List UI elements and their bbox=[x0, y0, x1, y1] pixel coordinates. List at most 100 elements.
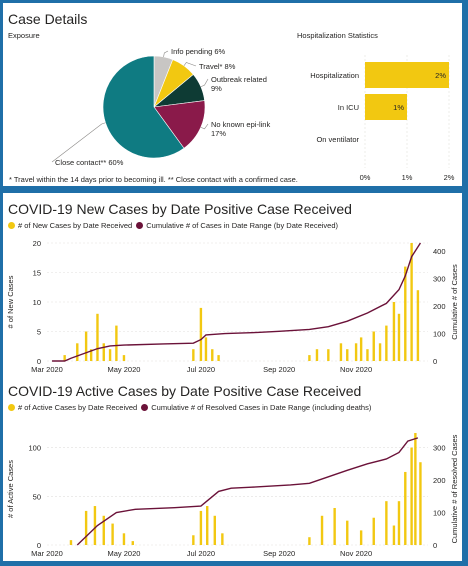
y-axis-tick: 5 bbox=[37, 328, 41, 337]
pie-slice-label: No known epi-link bbox=[211, 120, 270, 129]
y-axis-tick: 50 bbox=[33, 492, 41, 501]
hbar-category-label: In ICU bbox=[338, 103, 359, 112]
bar-mark bbox=[354, 343, 358, 361]
y-axis-tick: 20 bbox=[33, 239, 41, 248]
y2-axis-tick: 200 bbox=[433, 476, 446, 485]
bar-mark bbox=[204, 337, 208, 361]
y2-axis-tick: 100 bbox=[433, 509, 446, 518]
legend-resolved-cases-label: Cumulative # of Resolved Cases in Date R… bbox=[151, 403, 372, 412]
bar-mark bbox=[213, 515, 216, 545]
pie-slice-close-contact bbox=[102, 55, 185, 159]
bar-mark bbox=[217, 355, 220, 361]
pie-slice-label: Info pending 6% bbox=[171, 47, 226, 56]
bar-mark bbox=[308, 355, 311, 361]
x-axis-tick: Sep 2020 bbox=[263, 549, 295, 558]
new-cases-legend: # of New Cases by Date Received Cumulati… bbox=[8, 221, 338, 230]
x-axis-tick: Jul 2020 bbox=[187, 365, 215, 374]
hbar-x-tick: 2% bbox=[444, 173, 455, 182]
bar-mark bbox=[372, 331, 375, 361]
active-cases-chart-title: COVID-19 Active Cases by Date Positive C… bbox=[8, 383, 362, 399]
x-axis-tick: Mar 2020 bbox=[31, 365, 63, 374]
bar-mark bbox=[115, 325, 118, 361]
active-cases-legend: # of Active Cases by Date Received Cumul… bbox=[8, 403, 371, 412]
bar-mark bbox=[419, 462, 422, 545]
bar-mark bbox=[84, 510, 88, 545]
legend-new-cases-label: # of New Cases by Date Received bbox=[18, 221, 133, 230]
bar-mark bbox=[102, 515, 105, 545]
hbar-bar bbox=[365, 62, 449, 88]
y-axis-tick: 10 bbox=[33, 298, 41, 307]
bar-mark bbox=[339, 343, 343, 361]
bar-mark bbox=[63, 355, 66, 361]
bar-mark bbox=[206, 506, 209, 545]
pie-leader-line bbox=[200, 78, 209, 88]
exposure-label: Exposure bbox=[8, 31, 40, 40]
bar-mark bbox=[308, 537, 311, 545]
bar-mark bbox=[320, 515, 324, 545]
bar-mark bbox=[199, 510, 203, 545]
y2-axis-tick: 400 bbox=[433, 247, 446, 256]
case-details-panel: Case Details Exposure Hospitalization St… bbox=[3, 3, 462, 186]
pie-slice-value: 9% bbox=[211, 84, 222, 93]
y2-axis-tick: 0 bbox=[433, 541, 437, 550]
pie-leader-line bbox=[163, 50, 169, 57]
bar-mark bbox=[397, 501, 401, 545]
hbar-category-label: Hospitalization bbox=[310, 71, 359, 80]
legend-new-cases-swatch bbox=[8, 222, 15, 229]
bar-mark bbox=[372, 517, 375, 545]
cumulative-line bbox=[52, 242, 422, 362]
legend-resolved-cases-swatch bbox=[141, 404, 149, 411]
bar-mark bbox=[378, 343, 382, 361]
bar-mark bbox=[211, 349, 214, 361]
bar-mark bbox=[359, 337, 363, 361]
bar-mark bbox=[111, 523, 114, 545]
bar-mark bbox=[102, 343, 105, 361]
legend-active-cases-swatch bbox=[8, 404, 15, 411]
x-axis-tick: Mar 2020 bbox=[31, 549, 63, 558]
cases-charts-panel: COVID-19 New Cases by Date Positive Case… bbox=[3, 193, 462, 561]
bar-mark bbox=[404, 266, 407, 361]
hbar-x-tick: 0% bbox=[360, 173, 371, 182]
bar-mark bbox=[410, 447, 413, 545]
legend-cumulative-cases-swatch bbox=[136, 222, 144, 229]
bar-mark bbox=[385, 501, 388, 545]
bar-mark bbox=[76, 343, 79, 361]
y2-axis-title: Cumulative # of Resolved Cases bbox=[450, 434, 459, 543]
y-axis-title: # of New Cases bbox=[6, 275, 15, 328]
hbar-category-label: On ventilator bbox=[316, 135, 359, 144]
pie-slice-value: 17% bbox=[211, 129, 226, 138]
bar-mark bbox=[392, 302, 396, 361]
new-cases-chart-title: COVID-19 New Cases by Date Positive Case… bbox=[8, 201, 352, 217]
y2-axis-tick: 300 bbox=[433, 444, 446, 453]
legend-cumulative-cases-label: Cumulative # of Cases in Date Range (by … bbox=[146, 221, 338, 230]
y-axis-title: # of Active Cases bbox=[6, 460, 15, 518]
x-axis-tick: Jul 2020 bbox=[187, 549, 215, 558]
hbar-value-label: 1% bbox=[393, 103, 404, 112]
bar-mark bbox=[333, 507, 336, 545]
bar-mark bbox=[385, 325, 388, 361]
hospitalization-bar-chart: 0% 1% 2% Hospitalization 2% In ICU 1% On ventil… bbox=[310, 55, 455, 182]
x-axis-tick: May 2020 bbox=[107, 549, 140, 558]
bar-mark bbox=[366, 349, 369, 361]
bar-mark bbox=[89, 349, 93, 361]
y-axis-tick: 100 bbox=[28, 444, 41, 453]
bar-mark bbox=[108, 349, 112, 361]
pie-slice-label: Travel* 8% bbox=[199, 62, 236, 71]
pie-leader-line bbox=[200, 123, 209, 130]
pie-leader-line bbox=[183, 62, 197, 67]
y2-axis-tick: 200 bbox=[433, 302, 446, 311]
bar-mark bbox=[221, 533, 224, 545]
bar-mark bbox=[122, 533, 126, 545]
x-axis-tick: May 2020 bbox=[107, 365, 140, 374]
y-axis-tick: 0 bbox=[37, 357, 41, 366]
pie-leader-line bbox=[51, 122, 106, 163]
bar-mark bbox=[397, 313, 401, 361]
case-details-title: Case Details bbox=[8, 11, 88, 27]
bar-mark bbox=[410, 243, 413, 361]
y2-axis-tick: 100 bbox=[433, 330, 446, 339]
bar-mark bbox=[346, 349, 349, 361]
bar-mark bbox=[327, 349, 330, 361]
bar-mark bbox=[192, 535, 195, 545]
bar-mark bbox=[93, 506, 97, 545]
